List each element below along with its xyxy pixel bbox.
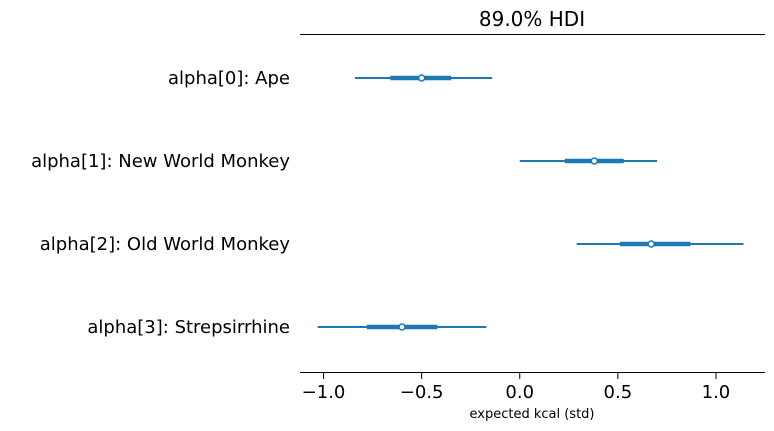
x-tick-label: 0.0	[505, 382, 534, 403]
x-tick-label: 0.5	[604, 382, 633, 403]
plot-rows: alpha[0]: Ape alpha[1]: New World Monkey a…	[31, 68, 744, 338]
x-axis-label: expected kcal (std)	[470, 407, 595, 422]
category-label: alpha[3]: Strepsirrhine	[87, 317, 290, 338]
point-estimate-marker	[647, 240, 655, 248]
x-axis: −1.0 −0.5 0.0 0.5 1.0	[302, 372, 731, 403]
category-label: alpha[2]: Old World Monkey	[40, 234, 291, 255]
point-estimate-marker	[417, 74, 426, 82]
x-tick-label: −1.0	[302, 382, 346, 403]
point-estimate-marker	[590, 157, 599, 165]
category-label: alpha[1]: New World Monkey	[31, 151, 290, 172]
point-estimate-marker	[398, 323, 406, 331]
x-tick-label: −0.5	[400, 382, 444, 403]
category-label: alpha[0]: Ape	[168, 68, 290, 89]
chart-title: 89.0% HDI	[479, 7, 585, 31]
x-tick-label: 1.0	[702, 382, 731, 403]
